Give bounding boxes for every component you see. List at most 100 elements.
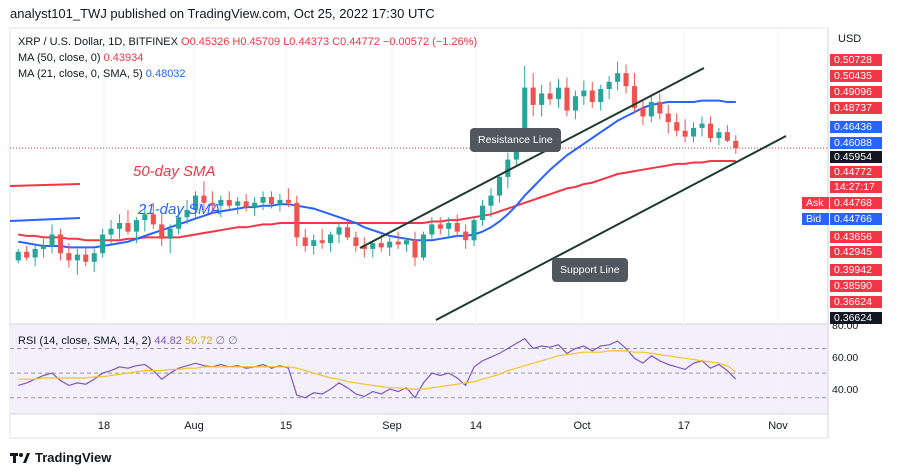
candle-body-75 <box>648 102 654 117</box>
candle-body-10 <box>100 234 106 254</box>
candle-body-72 <box>623 73 629 87</box>
rsi-label: RSI (14, close, SMA, 14, 2) <box>18 335 152 347</box>
candle-body-13 <box>125 223 131 232</box>
rsi-value: 44.82 <box>154 335 182 347</box>
candle-body-70 <box>606 81 612 89</box>
price-tag-1: 0.50435 <box>830 70 882 82</box>
ma50-value: 0.43934 <box>103 52 144 64</box>
sma21-annotation: 21-day SMA <box>138 201 221 218</box>
candle-body-58 <box>505 159 511 177</box>
price-tag-3: 0.48737 <box>830 102 882 114</box>
candle-body-78 <box>674 122 680 131</box>
candle-body-53 <box>463 231 469 241</box>
ohlc-high: H0.45709 <box>232 36 281 48</box>
ohlc-low: L0.44373 <box>283 36 330 48</box>
ma21-value: 0.48032 <box>145 68 186 80</box>
candle-body-51 <box>446 223 452 229</box>
candle-body-31 <box>277 199 283 205</box>
support-line <box>435 135 787 321</box>
candle-body-54 <box>471 220 477 241</box>
candle-body-79 <box>682 130 688 137</box>
ohlc-close: C0.44772 <box>332 36 380 48</box>
candle-body-0 <box>15 251 21 261</box>
candle-body-33 <box>294 202 300 238</box>
moving-averages <box>18 99 736 249</box>
x-label-aug: Aug <box>184 420 204 432</box>
candle-body-67 <box>581 90 587 97</box>
candle-body-2 <box>32 248 38 258</box>
candle-body-17 <box>159 224 165 239</box>
x-label-18: 18 <box>97 420 111 432</box>
candle-body-7 <box>74 254 80 261</box>
candle-body-9 <box>91 253 97 262</box>
candle-body-25 <box>226 199 232 206</box>
candle-body-40 <box>353 237 359 246</box>
candle-body-69 <box>598 89 604 102</box>
ma21-line <box>18 99 736 249</box>
candle-body-55 <box>480 205 486 221</box>
candle-body-15 <box>142 214 148 221</box>
candle-body-52 <box>454 223 460 232</box>
candle-body-11 <box>108 228 114 235</box>
price-tag-5: 0.46088 <box>830 137 882 149</box>
candle-body-65 <box>564 87 570 111</box>
sma50-legend-stroke <box>9 183 81 187</box>
candle-body-62 <box>539 93 545 105</box>
candle-body-8 <box>83 254 89 262</box>
candle-body-74 <box>640 107 646 117</box>
candle-body-37 <box>328 234 334 244</box>
x-label-oct: Oct <box>573 420 591 432</box>
candle-body-41 <box>361 246 367 249</box>
candle-body-49 <box>429 224 435 235</box>
price-tag-2: 0.49096 <box>830 86 882 98</box>
rsi-tail: ∅ ∅ <box>215 335 238 347</box>
candle-body-19 <box>176 217 182 229</box>
price-tag-16: 0.36624 <box>830 312 882 324</box>
candle-body-23 <box>209 202 215 206</box>
rsi-legend: RSI (14, close, SMA, 14, 2) 44.82 50.72 … <box>18 334 238 347</box>
candle-body-6 <box>66 253 72 261</box>
candle-body-35 <box>311 240 317 246</box>
rsi-ma-line <box>18 350 737 390</box>
price-tag-14: 0.38590 <box>830 280 882 292</box>
candle-body-73 <box>631 86 637 108</box>
candle-body-16 <box>150 214 156 225</box>
footer-brand-text: TradingView <box>35 450 112 465</box>
rsi-tick-60: 60.00 <box>832 352 859 364</box>
candle-body-76 <box>657 102 663 114</box>
annotation-lines <box>9 183 81 222</box>
candle-body-30 <box>268 197 274 205</box>
x-label-15: 15 <box>279 420 293 432</box>
ohlc-change: −0.00572 (−1.26%) <box>382 36 478 48</box>
candle-body-50 <box>437 224 443 229</box>
trend-channel[interactable] <box>359 67 787 321</box>
candle-body-81 <box>699 123 705 128</box>
price-tag-4: 0.46436 <box>830 121 882 133</box>
footer-brand[interactable]: TradingView <box>10 450 111 465</box>
price-tag-10: 0.44766 <box>830 213 882 225</box>
rsi-tick-40: 40.00 <box>832 384 859 396</box>
publisher-line: analyst101_TWJ published on TradingView.… <box>10 6 435 21</box>
x-label-14: 14 <box>469 420 483 432</box>
candle-body-18 <box>167 228 173 239</box>
candle-body-27 <box>243 201 249 208</box>
currency-label: USD <box>838 33 862 45</box>
ma21-legend: MA (21, close, 0, SMA, 5) 0.48032 <box>18 68 186 80</box>
candle-body-32 <box>285 199 291 203</box>
ma50-label: MA (50, close, 0) <box>18 52 101 64</box>
candle-body-29 <box>260 197 266 203</box>
price-tag-13: 0.39942 <box>830 264 882 276</box>
rsi-tick-80: 80.00 <box>832 320 859 332</box>
candle-body-45 <box>395 241 401 245</box>
candle-body-22 <box>201 195 207 203</box>
candle-body-36 <box>319 240 325 244</box>
candle-body-57 <box>496 176 502 196</box>
price-tag-12: 0.42945 <box>830 246 882 258</box>
ma21-label: MA (21, close, 0, SMA, 5) <box>18 68 143 80</box>
tradingview-logo-icon <box>10 452 30 463</box>
candle-body-46 <box>404 240 410 245</box>
x-label-17: 17 <box>677 420 691 432</box>
candle-body-20 <box>184 210 190 218</box>
